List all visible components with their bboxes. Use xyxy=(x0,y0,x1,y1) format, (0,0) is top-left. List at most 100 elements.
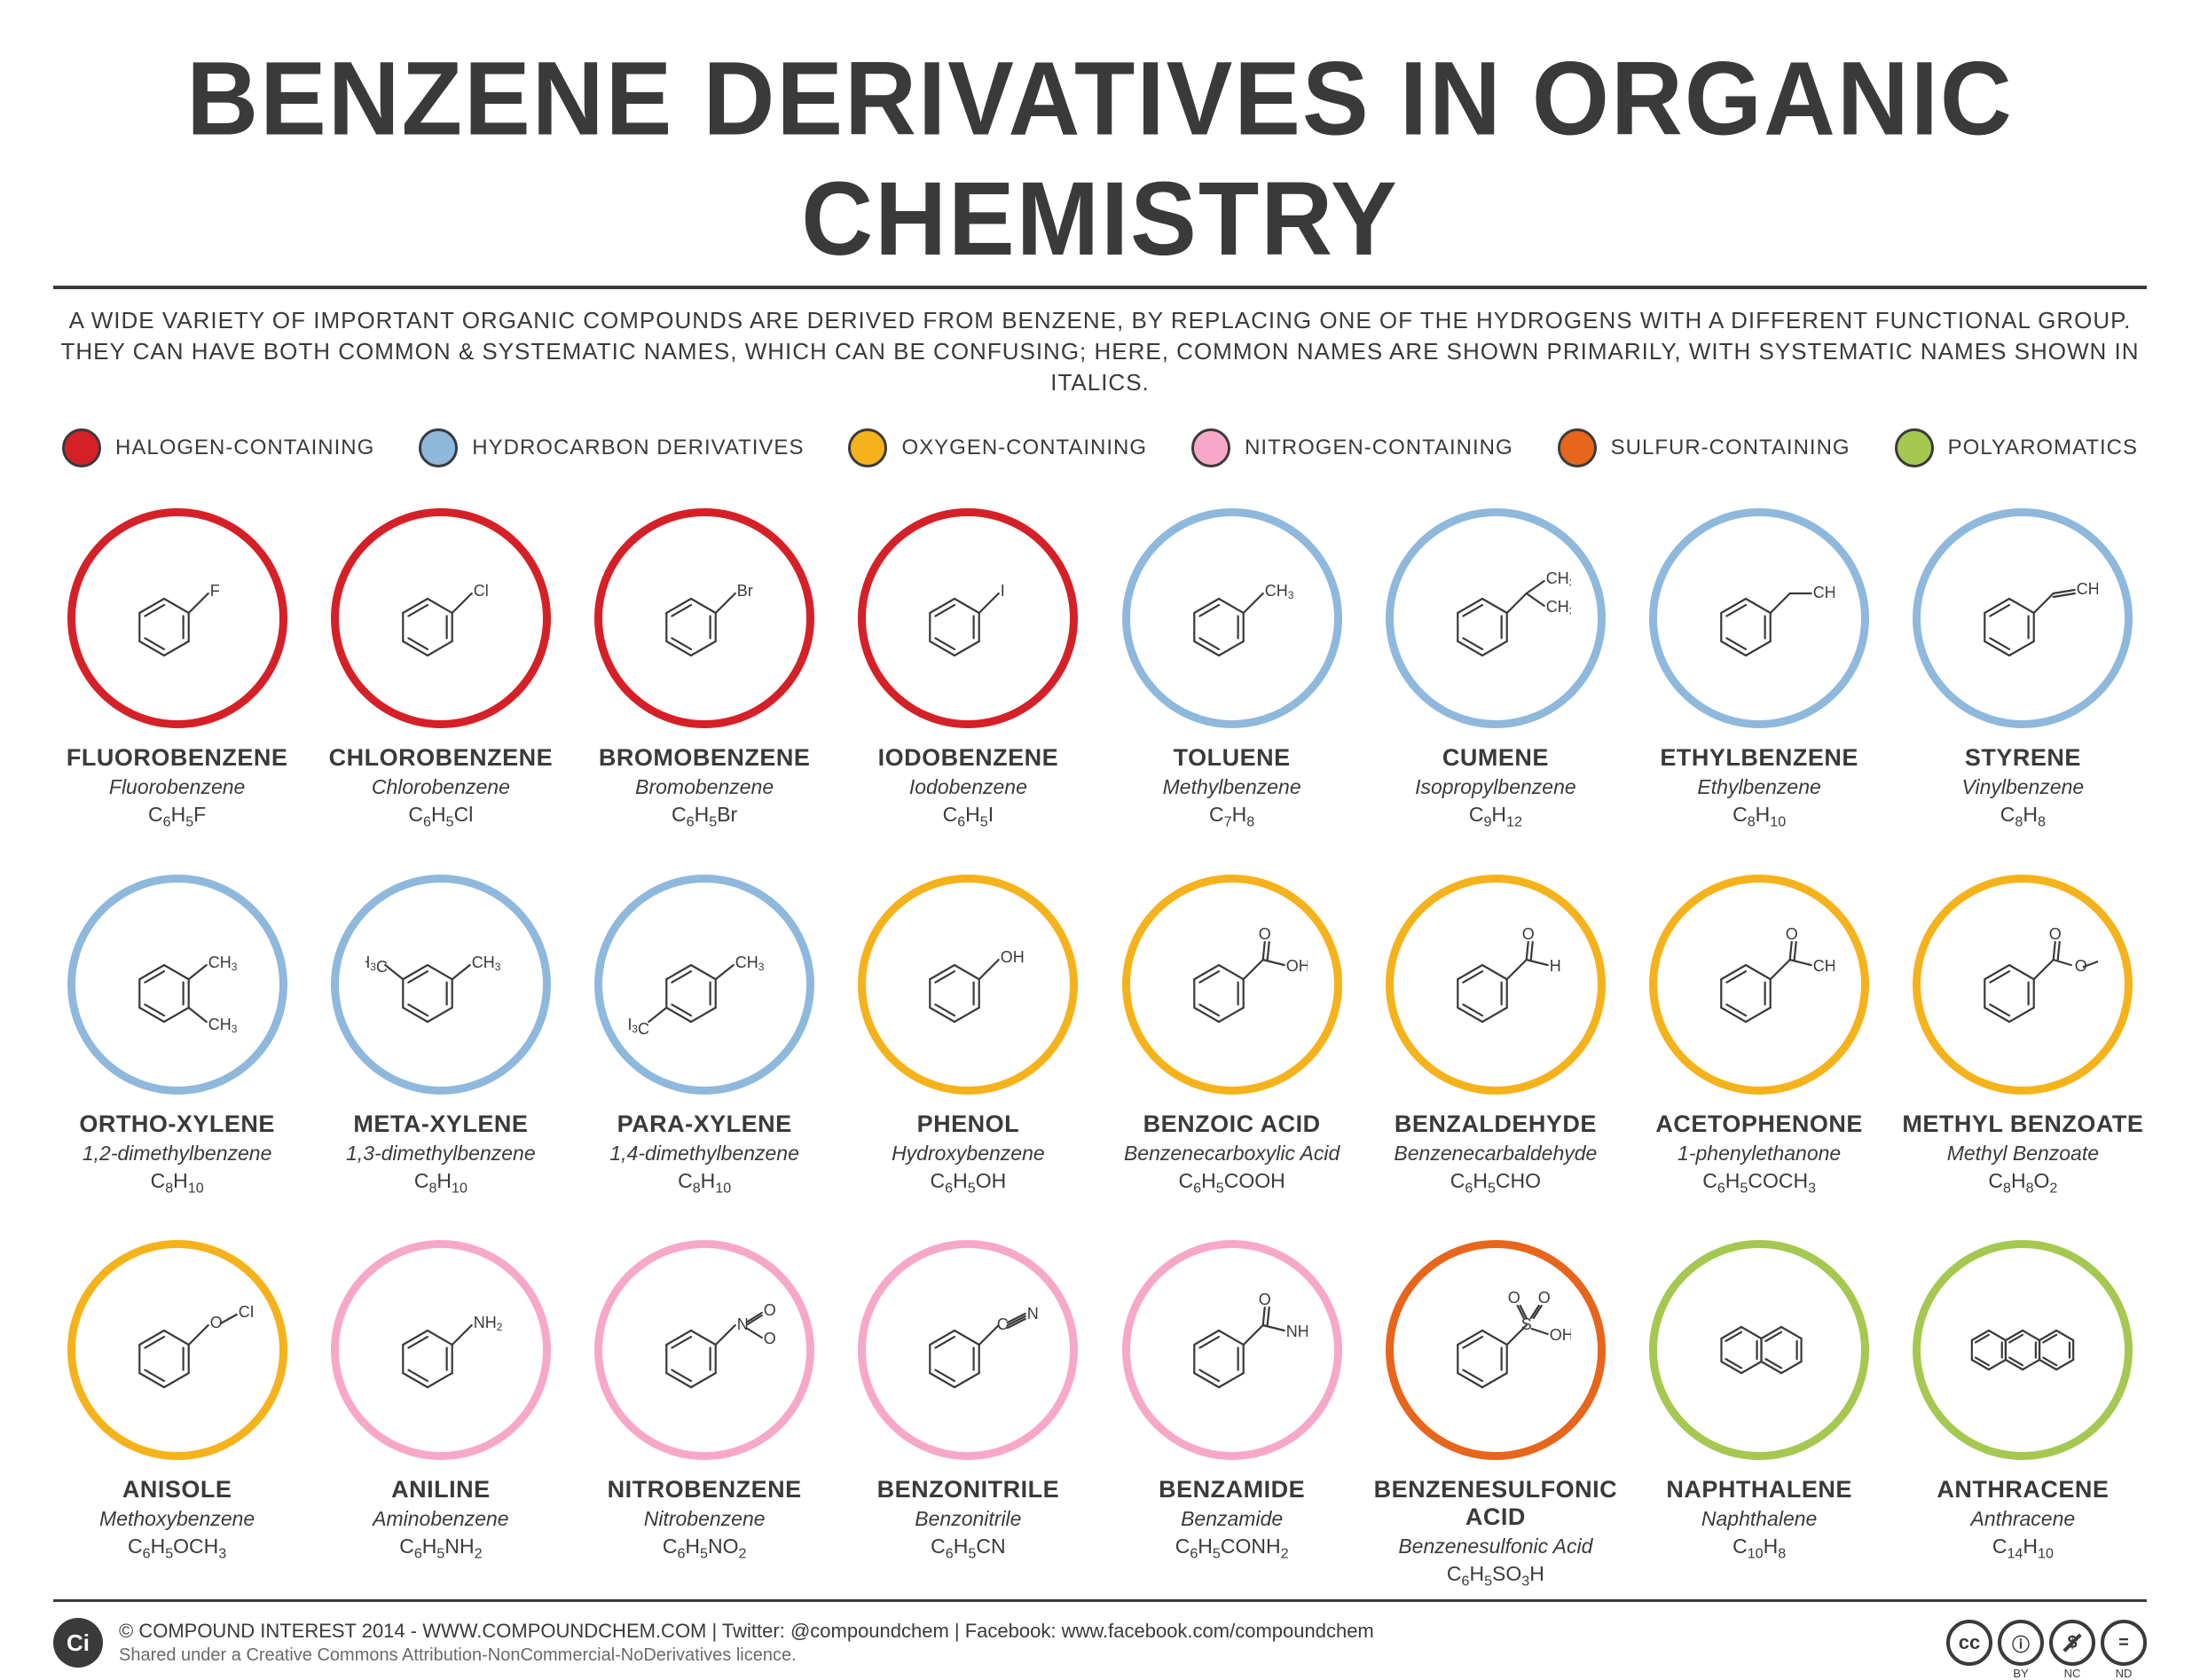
structure-icon: I xyxy=(892,543,1043,694)
category-ring-icon: CH3 H3C xyxy=(331,875,551,1095)
common-name: METHYL BENZOATE xyxy=(1902,1111,2143,1138)
formula: C6H5OCH3 xyxy=(128,1535,226,1563)
formula: C7H8 xyxy=(1209,803,1254,831)
common-name: ORTHO-XYLENE xyxy=(79,1111,275,1138)
svg-text:NH2: NH2 xyxy=(474,1314,503,1333)
legend: HALOGEN-CONTAINING HYDROCARBON DERIVATIVE… xyxy=(62,428,2138,467)
footer-text: © COMPOUND INTEREST 2014 - WWW.COMPOUNDC… xyxy=(119,1619,1374,1668)
svg-text:O: O xyxy=(764,1330,776,1347)
compound-cell: SOOOHBENZENESULFONIC ACIDBenzenesulfonic… xyxy=(1371,1240,1619,1590)
formula: C9H12 xyxy=(1469,803,1522,831)
formula: C6H5CN xyxy=(931,1535,1005,1563)
svg-text:O: O xyxy=(1258,925,1270,943)
category-ring-icon: NOO xyxy=(594,1240,814,1460)
systematic-name: Methylbenzene xyxy=(1163,775,1301,799)
systematic-name: Nitrobenzene xyxy=(644,1507,766,1531)
category-ring-icon: CH3H3C xyxy=(594,875,814,1095)
common-name: PHENOL xyxy=(917,1111,1020,1138)
legend-label: OXYGEN-CONTAINING xyxy=(901,436,1147,460)
svg-text:O: O xyxy=(1522,925,1535,943)
common-name: FLUOROBENZENE xyxy=(67,744,288,772)
common-name: NITROBENZENE xyxy=(608,1476,802,1503)
category-ring-icon: CH3CH3 xyxy=(67,875,287,1095)
svg-text:I: I xyxy=(1001,582,1005,600)
structure-icon: CH3H3C xyxy=(629,909,780,1060)
compound-cell: CH3CH3CUMENEIsopropylbenzeneC9H12 xyxy=(1371,508,1619,859)
category-ring-icon: OH xyxy=(1386,875,1606,1095)
cc-badge-icon: ⓘBY xyxy=(1998,1620,2044,1666)
formula: C8H10 xyxy=(1732,803,1786,831)
compound-cell: ONH2BENZAMIDEBenzamideC6H5CONH2 xyxy=(1108,1240,1355,1590)
category-ring-icon: Cl xyxy=(331,508,551,728)
svg-text:O: O xyxy=(1258,1291,1270,1308)
systematic-name: 1,2-dimethylbenzene xyxy=(82,1142,272,1166)
svg-text:H: H xyxy=(1550,957,1561,975)
structure-icon: OOCH3 xyxy=(1947,909,2098,1060)
footer-line2: Shared under a Creative Commons Attribut… xyxy=(119,1644,1374,1667)
systematic-name: Vinylbenzene xyxy=(1962,775,2085,799)
common-name: BENZALDEHYDE xyxy=(1395,1111,1597,1138)
svg-text:Br: Br xyxy=(737,582,753,600)
structure-icon: CN xyxy=(892,1275,1043,1425)
common-name: BENZAMIDE xyxy=(1159,1476,1305,1503)
systematic-name: Methoxybenzene xyxy=(99,1507,255,1531)
structure-icon: NH2 xyxy=(365,1275,516,1425)
legend-swatch-icon xyxy=(1558,428,1597,467)
legend-item-poly: POLYAROMATICS xyxy=(1895,428,2138,467)
compound-cell: NAPHTHALENENaphthaleneC10H8 xyxy=(1636,1240,1883,1590)
common-name: ANISOLE xyxy=(122,1476,232,1503)
svg-text:Cl: Cl xyxy=(474,582,489,600)
common-name: ACETOPHENONE xyxy=(1655,1111,1863,1138)
common-name: STYRENE xyxy=(1965,744,2081,772)
svg-text:OH: OH xyxy=(1001,948,1025,966)
structure-icon: CH2 xyxy=(1947,543,2098,694)
svg-text:H3C: H3C xyxy=(365,954,388,976)
compound-cell: CH3ETHYLBENZENEEthylbenzeneC8H10 xyxy=(1636,508,1883,859)
structure-icon: CH3CH3 xyxy=(102,909,253,1060)
formula: C6H5OH xyxy=(931,1169,1007,1197)
legend-label: HALOGEN-CONTAINING xyxy=(115,436,374,460)
page-title: BENZENE DERIVATIVES IN ORGANIC CHEMISTRY xyxy=(53,39,2147,279)
compound-grid: FFLUOROBENZENEFluorobenzeneC6H5FClCHLORO… xyxy=(53,508,2147,1590)
category-ring-icon: OCH3 xyxy=(1649,875,1869,1095)
systematic-name: Aminobenzene xyxy=(373,1507,508,1531)
compound-cell: BrBROMOBENZENEBromobenzeneC6H5Br xyxy=(581,508,829,859)
svg-text:F: F xyxy=(209,582,219,600)
cc-badge-icon: $NC xyxy=(2049,1620,2095,1666)
structure-icon: SOOOH xyxy=(1420,1275,1571,1425)
formula: C8H8O2 xyxy=(1988,1169,2057,1197)
structure-icon: Cl xyxy=(365,543,516,694)
legend-swatch-icon xyxy=(419,428,458,467)
category-ring-icon: OH xyxy=(858,875,1078,1095)
legend-swatch-icon xyxy=(1895,428,1934,467)
legend-swatch-icon xyxy=(848,428,887,467)
common-name: META-XYLENE xyxy=(353,1111,528,1138)
footer-left: Ci © COMPOUND INTEREST 2014 - WWW.COMPOU… xyxy=(53,1618,1374,1668)
systematic-name: 1,4-dimethylbenzene xyxy=(609,1142,799,1166)
subtitle-line1: A WIDE VARIETY OF IMPORTANT ORGANIC COMP… xyxy=(69,307,2132,334)
structure-icon: OCH3 xyxy=(102,1275,253,1425)
compound-cell: CH2STYRENEVinylbenzeneC8H8 xyxy=(1899,508,2147,859)
category-ring-icon: F xyxy=(67,508,287,728)
compound-cell: CH3CH3ORTHO-XYLENE1,2-dimethylbenzeneC8H… xyxy=(53,875,301,1225)
structure-icon: CH3 H3C xyxy=(365,909,516,1060)
legend-item-sulfur: SULFUR-CONTAINING xyxy=(1558,428,1850,467)
formula: C6H5NH2 xyxy=(399,1535,482,1563)
svg-text:NH2: NH2 xyxy=(1285,1323,1307,1342)
common-name: TOLUENE xyxy=(1174,744,1291,772)
formula: C6H5Cl xyxy=(408,803,473,831)
compound-cell: CH3 TOLUENE Methylbenzene C7H8 xyxy=(1108,508,1355,859)
formula: C6H5Br xyxy=(672,803,737,831)
structure-icon: CH3 xyxy=(1157,543,1308,694)
compound-cell: NH2ANILINEAminobenzeneC6H5NH2 xyxy=(317,1240,564,1590)
svg-text:CH3: CH3 xyxy=(1813,957,1835,977)
legend-label: HYDROCARBON DERIVATIVES xyxy=(472,436,804,460)
svg-text:CH3: CH3 xyxy=(1813,584,1835,603)
systematic-name: Benzenecarbaldehyde xyxy=(1394,1142,1597,1166)
common-name: CUMENE xyxy=(1442,744,1549,772)
svg-text:CH3: CH3 xyxy=(472,954,501,973)
category-ring-icon: CH3 xyxy=(1649,508,1869,728)
category-ring-icon xyxy=(1913,1240,2133,1460)
structure-icon: CH3 xyxy=(1684,543,1835,694)
common-name: BENZENESULFONIC ACID xyxy=(1371,1476,1619,1531)
